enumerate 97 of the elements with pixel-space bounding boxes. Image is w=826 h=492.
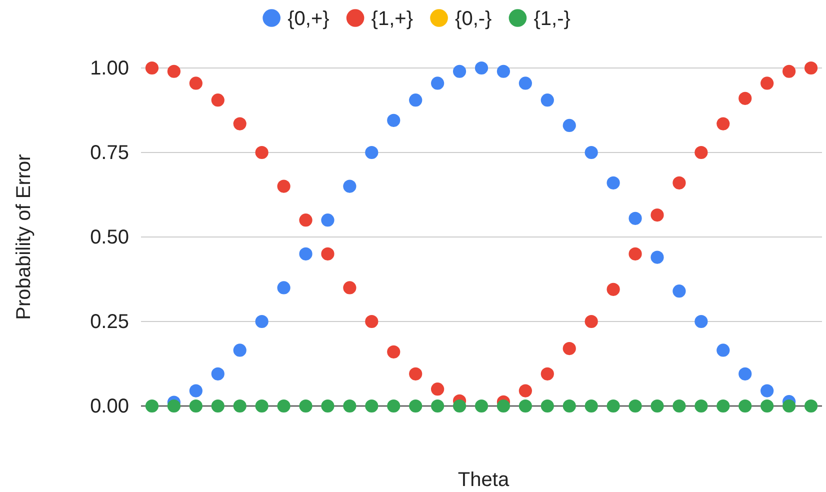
point xyxy=(606,176,620,190)
point xyxy=(518,399,532,413)
point xyxy=(145,61,159,75)
point xyxy=(189,384,202,398)
y-tick-label: 0.75 xyxy=(90,142,129,164)
point xyxy=(431,382,444,396)
point xyxy=(782,64,796,78)
point xyxy=(365,399,378,413)
point xyxy=(760,399,774,413)
point xyxy=(606,399,620,413)
point xyxy=(321,214,334,227)
point xyxy=(409,94,422,107)
point xyxy=(628,212,642,225)
y-tick-label: 0.00 xyxy=(90,395,129,418)
point xyxy=(518,384,532,398)
point xyxy=(409,399,422,413)
point xyxy=(650,250,664,264)
point xyxy=(672,399,686,413)
point xyxy=(606,282,620,296)
point xyxy=(189,76,202,90)
point xyxy=(211,367,224,380)
point xyxy=(167,399,181,413)
point xyxy=(431,399,444,413)
point xyxy=(299,247,312,260)
point xyxy=(716,344,730,357)
point xyxy=(694,314,708,328)
legend-label: {1,-} xyxy=(534,8,571,30)
point xyxy=(431,76,444,90)
point xyxy=(672,284,686,298)
point xyxy=(343,281,356,294)
point xyxy=(189,399,202,413)
point xyxy=(540,94,554,107)
point xyxy=(584,399,598,413)
point xyxy=(584,314,598,328)
point xyxy=(255,314,268,328)
legend-label: {1,+} xyxy=(371,8,414,30)
point xyxy=(738,399,752,413)
point xyxy=(804,61,818,75)
point xyxy=(233,344,246,357)
point xyxy=(804,399,818,413)
point xyxy=(628,399,642,413)
point xyxy=(277,281,290,294)
point xyxy=(738,367,752,380)
point xyxy=(233,117,246,130)
point xyxy=(760,384,774,398)
point xyxy=(782,399,796,413)
point xyxy=(496,399,510,413)
point xyxy=(760,76,774,90)
point xyxy=(540,399,554,413)
point xyxy=(387,345,400,358)
point xyxy=(299,214,312,227)
point xyxy=(562,118,576,132)
point xyxy=(694,399,708,413)
point xyxy=(628,247,642,260)
y-tick-label: 0.25 xyxy=(90,310,129,333)
point xyxy=(474,61,488,75)
point xyxy=(584,146,598,160)
point xyxy=(233,399,246,413)
point xyxy=(321,399,334,413)
point xyxy=(716,399,730,413)
point xyxy=(343,399,356,413)
point xyxy=(409,367,422,380)
y-tick-label: 0.50 xyxy=(90,226,129,248)
point xyxy=(387,399,400,413)
y-axis-title: Probability of Error xyxy=(13,154,35,320)
legend-label: {0,-} xyxy=(455,8,492,30)
point xyxy=(167,64,181,78)
point xyxy=(365,314,378,328)
legend-label: {0,+} xyxy=(288,8,330,30)
point xyxy=(211,94,224,107)
x-axis-title: Theta xyxy=(458,469,510,491)
point xyxy=(211,399,224,413)
point xyxy=(650,208,664,222)
point xyxy=(518,76,532,90)
point xyxy=(387,114,400,127)
point xyxy=(299,399,312,413)
point xyxy=(496,64,510,78)
point xyxy=(145,399,159,413)
point xyxy=(343,180,356,193)
point xyxy=(452,64,466,78)
point xyxy=(694,146,708,160)
point xyxy=(255,399,268,413)
point xyxy=(452,399,466,413)
point xyxy=(321,247,334,260)
point xyxy=(277,180,290,193)
point xyxy=(562,342,576,356)
point xyxy=(277,399,290,413)
point xyxy=(474,399,488,413)
point xyxy=(738,92,752,105)
point xyxy=(562,399,576,413)
point xyxy=(716,117,730,130)
point xyxy=(255,146,268,160)
y-tick-label: 1.00 xyxy=(90,57,129,80)
point xyxy=(672,176,686,190)
point xyxy=(540,367,554,380)
point xyxy=(365,146,378,160)
point xyxy=(650,399,664,413)
